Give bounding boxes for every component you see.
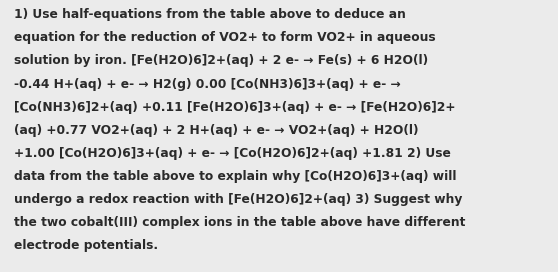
Text: +1.00 [Co(H2O)6]3+(aq) + e- → [Co(H2O)6]2+(aq) +1.81 2) Use: +1.00 [Co(H2O)6]3+(aq) + e- → [Co(H2O)6]… <box>14 147 451 160</box>
Text: solution by iron. [Fe(H2O)6]2+(aq) + 2 e- → Fe(s) + 6 H2O(l): solution by iron. [Fe(H2O)6]2+(aq) + 2 e… <box>14 54 428 67</box>
Text: equation for the reduction of VO2+ to form VO2+ in aqueous: equation for the reduction of VO2+ to fo… <box>14 31 436 44</box>
Text: [Co(NH3)6]2+(aq) +0.11 [Fe(H2O)6]3+(aq) + e- → [Fe(H2O)6]2+: [Co(NH3)6]2+(aq) +0.11 [Fe(H2O)6]3+(aq) … <box>14 101 455 114</box>
Text: electrode potentials.: electrode potentials. <box>14 239 158 252</box>
Text: (aq) +0.77 VO2+(aq) + 2 H+(aq) + e- → VO2+(aq) + H2O(l): (aq) +0.77 VO2+(aq) + 2 H+(aq) + e- → VO… <box>14 124 418 137</box>
Text: -0.44 H+(aq) + e- → H2(g) 0.00 [Co(NH3)6]3+(aq) + e- →: -0.44 H+(aq) + e- → H2(g) 0.00 [Co(NH3)6… <box>14 78 401 91</box>
Text: the two cobalt(III) complex ions in the table above have different: the two cobalt(III) complex ions in the … <box>14 216 465 229</box>
Text: 1) Use half-equations from the table above to deduce an: 1) Use half-equations from the table abo… <box>14 8 406 21</box>
Text: undergo a redox reaction with [Fe(H2O)6]2+(aq) 3) Suggest why: undergo a redox reaction with [Fe(H2O)6]… <box>14 193 463 206</box>
Text: data from the table above to explain why [Co(H2O)6]3+(aq) will: data from the table above to explain why… <box>14 170 456 183</box>
